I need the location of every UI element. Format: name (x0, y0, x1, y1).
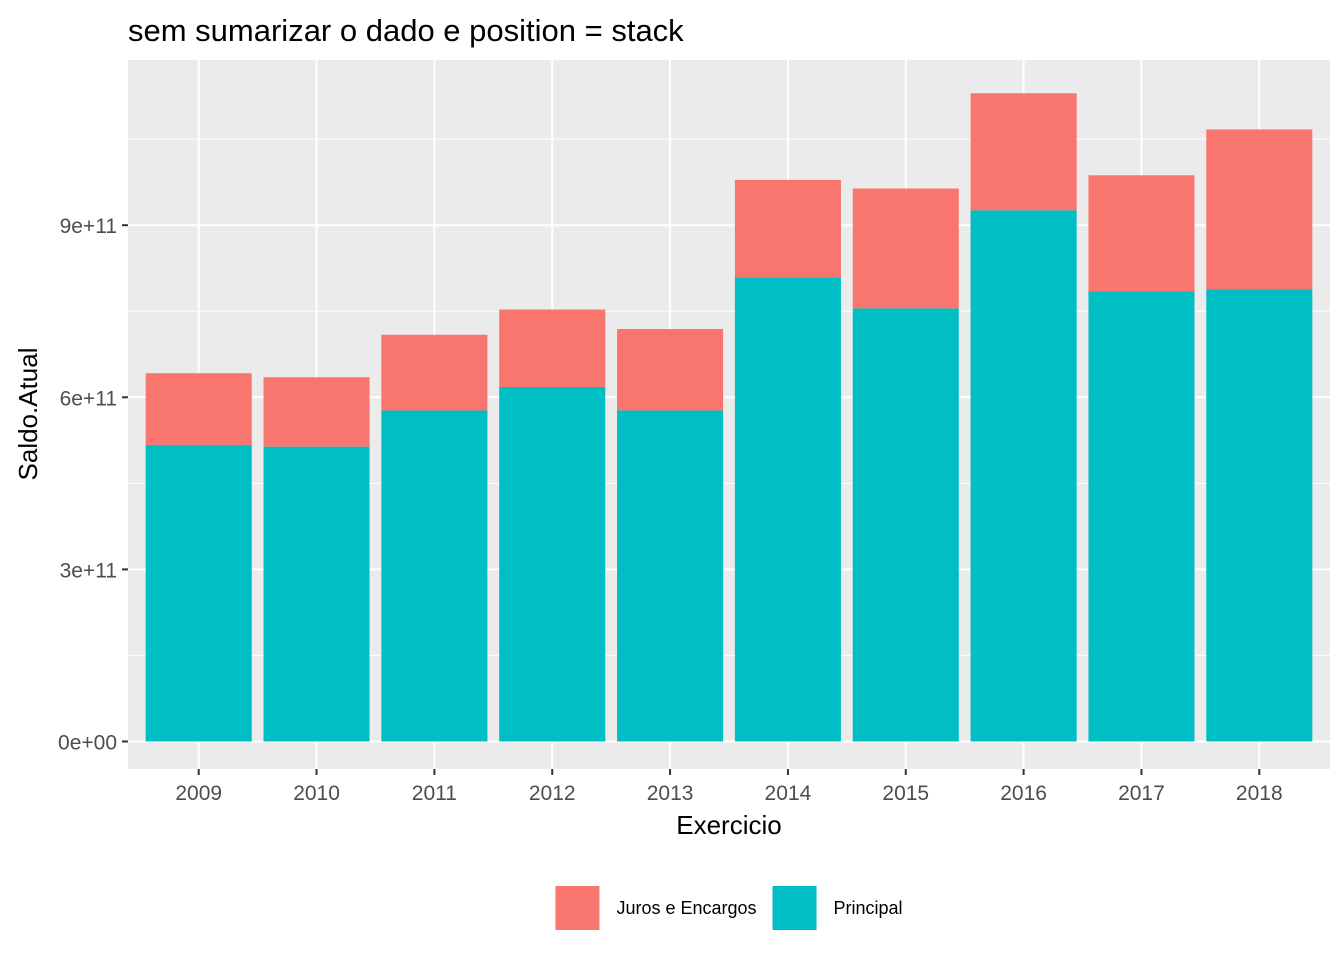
bar-principal-2015 (852, 308, 959, 742)
bar-principal-2010 (263, 446, 370, 742)
x-tick-label-2014: 2014 (765, 782, 812, 805)
x-tick-label-2012: 2012 (529, 782, 576, 805)
bar-juros-e-encargos-2011 (381, 334, 488, 411)
x-axis: 2009 2010 2011 2012 2013 2014 2015 2016 2017 2018 (175, 769, 1283, 805)
bar-juros-e-encargos-2015 (852, 188, 959, 309)
x-tick-label-2018: 2018 (1236, 782, 1283, 805)
legend: Juros e Encargos Principal (555, 886, 903, 930)
bar-juros-e-encargos-2018 (1206, 129, 1313, 290)
bar-juros-e-encargos-2017 (1088, 175, 1195, 292)
bar-principal-2009 (145, 444, 252, 742)
x-tick-label-2009: 2009 (175, 782, 222, 805)
x-tick-label-2011: 2011 (412, 782, 457, 805)
bar-principal-2013 (617, 410, 724, 742)
y-axis-title: Saldo.Atual (13, 348, 43, 481)
legend-label-juros-e-encargos: Juros e Encargos (616, 898, 756, 918)
bar-juros-e-encargos-2010 (263, 377, 370, 447)
bar-principal-2011 (381, 410, 488, 742)
chart-title: sem sumarizar o dado e position = stack (128, 13, 684, 48)
legend-key-juros-e-encargos (555, 886, 600, 930)
y-tick-label-0: 0e+00 (58, 731, 117, 754)
legend-label-principal: Principal (834, 898, 903, 918)
x-tick-label-2015: 2015 (882, 782, 929, 805)
bar-juros-e-encargos-2016 (970, 93, 1077, 211)
x-tick-label-2010: 2010 (293, 782, 340, 805)
bar-principal-2016 (970, 210, 1077, 742)
legend-key-principal (772, 886, 817, 930)
bar-juros-e-encargos-2009 (145, 373, 252, 445)
y-tick-label-3: 9e+11 (60, 215, 117, 238)
x-tick-label-2013: 2013 (647, 782, 694, 805)
x-axis-title: Exercicio (676, 810, 781, 840)
y-tick-label-1: 3e+11 (60, 559, 117, 582)
bar-juros-e-encargos-2014 (734, 179, 841, 278)
y-axis: 0e+00 3e+11 6e+11 9e+11 (58, 215, 128, 754)
bar-juros-e-encargos-2013 (617, 329, 724, 411)
bar-principal-2014 (734, 277, 841, 742)
x-tick-label-2017: 2017 (1118, 782, 1165, 805)
bar-principal-2018 (1206, 289, 1313, 742)
bar-principal-2017 (1088, 291, 1195, 742)
bar-juros-e-encargos-2012 (499, 309, 606, 387)
x-tick-label-2016: 2016 (1000, 782, 1047, 805)
bars-layer (145, 93, 1313, 742)
y-tick-label-2: 6e+11 (60, 387, 117, 410)
bar-principal-2012 (499, 386, 606, 742)
